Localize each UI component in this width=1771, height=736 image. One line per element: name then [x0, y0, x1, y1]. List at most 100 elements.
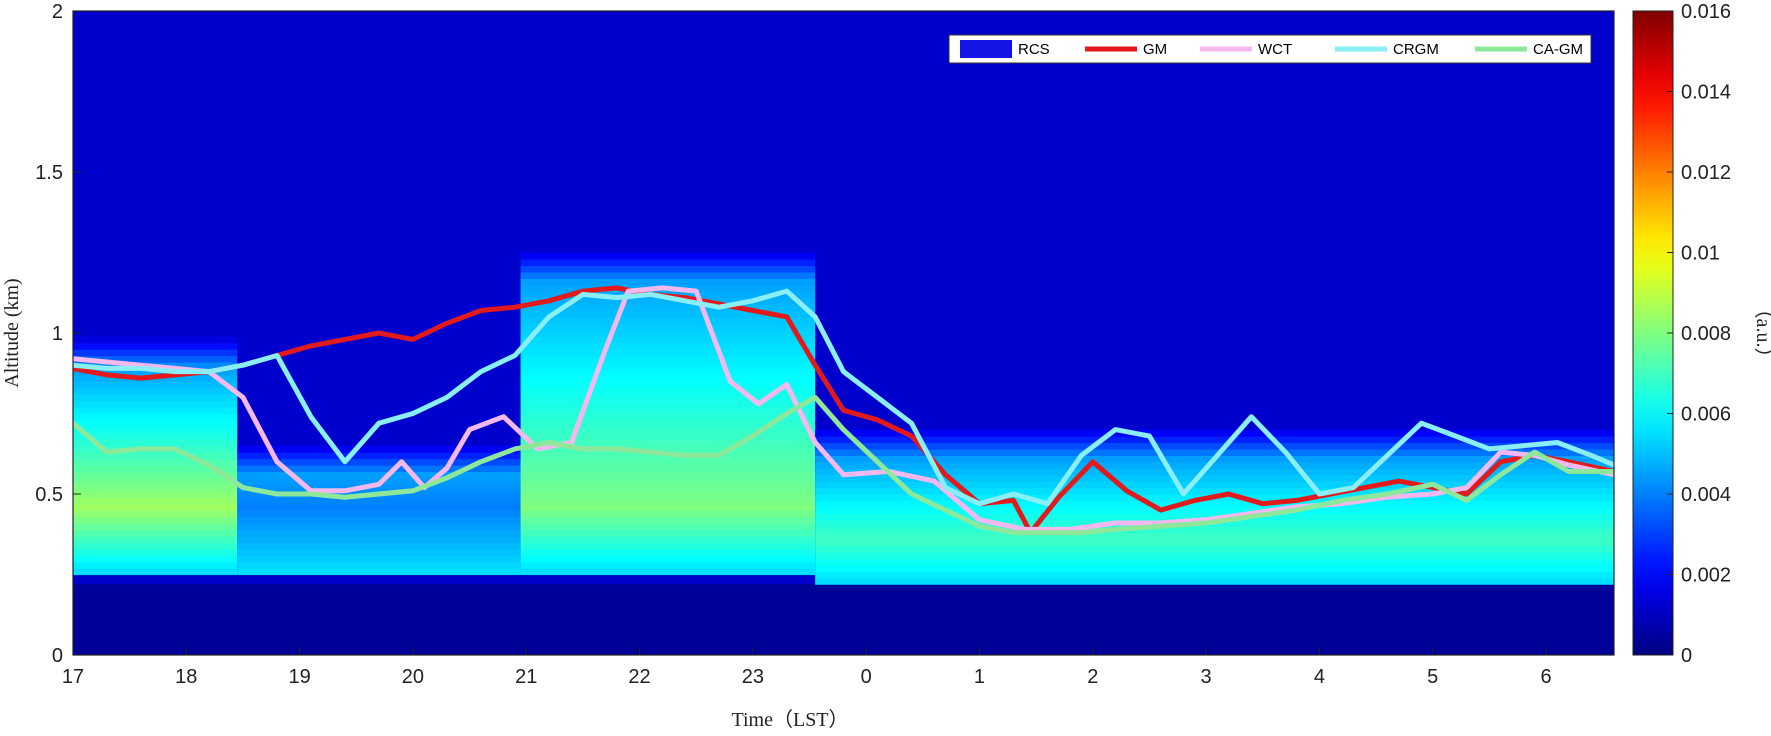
- y-axis: 0 0.5 1 1.5 2: [35, 1, 81, 667]
- rcs-cell: [520, 304, 816, 312]
- rcs-cell: [237, 522, 521, 531]
- rcs-cell: [237, 471, 521, 479]
- rcs-cell: [815, 558, 1614, 566]
- rcs-cell: [73, 439, 238, 447]
- colorbar-tick-label: 0.002: [1681, 565, 1731, 587]
- rcs-cell: [520, 387, 816, 395]
- rcs-cell: [73, 510, 238, 518]
- rcs-cell: [815, 532, 1614, 540]
- rcs-cell: [520, 439, 816, 447]
- rcs-cell: [73, 407, 238, 415]
- rcs-cell: [815, 448, 1614, 456]
- rcs-cell: [815, 577, 1614, 585]
- rcs-cell: [73, 542, 238, 550]
- rcs-cell: [73, 561, 238, 569]
- rcs-cell: [815, 436, 1614, 444]
- rcs-cell: [520, 568, 816, 576]
- rcs-cell: [73, 535, 238, 543]
- legend: RCS GM WCT CRGM CA-GM: [948, 34, 1592, 64]
- rcs-cell: [73, 484, 238, 492]
- rcs-cell: [237, 516, 521, 524]
- rcs-cell: [237, 510, 521, 518]
- rcs-cell: [520, 329, 816, 337]
- x-tick-label: 21: [515, 666, 537, 688]
- rcs-cell: [520, 529, 816, 537]
- rcs-near-ground: [73, 584, 1614, 655]
- legend-label: GM: [1143, 41, 1167, 58]
- rcs-cell: [815, 429, 1614, 437]
- x-tick-label: 22: [628, 666, 650, 688]
- rcs-cell: [73, 432, 238, 440]
- rcs-cell: [73, 477, 238, 485]
- rcs-cell: [73, 503, 238, 511]
- rcs-cell: [520, 477, 816, 485]
- rcs-cell: [237, 548, 521, 556]
- rcs-cell: [73, 419, 238, 427]
- rcs-cell: [815, 545, 1614, 553]
- rcs-cell: [520, 400, 816, 408]
- rcs-cell: [520, 426, 816, 434]
- rcs-cell: [73, 349, 238, 357]
- rcs-cell: [520, 394, 816, 402]
- rcs-cell: [520, 522, 816, 531]
- rcs-cell: [520, 542, 816, 550]
- colorbar-ticks: 0 0.002 0.004 0.006 0.008 0.01 0.012 0.014 0.016: [1667, 1, 1731, 667]
- rcs-cell: [237, 542, 521, 550]
- legend-label: RCS: [1018, 41, 1050, 58]
- colorbar-tick-label: 0.012: [1681, 162, 1731, 184]
- rcs-cell: [73, 568, 238, 576]
- rcs-cell: [73, 497, 238, 505]
- rcs-cell: [73, 355, 238, 363]
- rcs-cell: [73, 555, 238, 563]
- rcs-cell: [520, 503, 816, 511]
- rcs-cell: [520, 458, 816, 466]
- rcs-cell: [520, 258, 816, 266]
- rcs-cell: [520, 368, 816, 376]
- rcs-cell: [73, 522, 238, 531]
- rcs-cell: [520, 374, 816, 382]
- rcs-cell: [520, 548, 816, 556]
- rcs-cell: [520, 535, 816, 543]
- y-tick-label: 2: [52, 1, 63, 23]
- rcs-cell: [520, 490, 816, 498]
- rcs-cell: [815, 571, 1614, 579]
- rcs-cell: [73, 465, 238, 473]
- rcs-cell: [815, 461, 1614, 469]
- rcs-cell: [73, 336, 238, 344]
- y-tick-label: 1.5: [35, 162, 63, 184]
- rcs-cell: [520, 310, 816, 318]
- x-tick-label: 0: [861, 666, 872, 688]
- legend-label: CA-GM: [1533, 41, 1583, 58]
- colorbar-tick-label: 0.016: [1681, 1, 1731, 23]
- rcs-cell: [73, 452, 238, 460]
- x-tick-label: 4: [1314, 666, 1325, 688]
- y-tick-label: 0.5: [35, 484, 63, 506]
- rcs-cell: [73, 516, 238, 524]
- rcs-cell: [815, 539, 1614, 547]
- rcs-cell: [73, 490, 238, 498]
- colorbar-label: （a.u.）: [1752, 299, 1771, 368]
- colorbar-bar: [1632, 10, 1674, 656]
- rcs-cell: [520, 497, 816, 505]
- legend-swatch-rcs: [960, 40, 1012, 58]
- rcs-cell: [815, 442, 1614, 450]
- x-axis-label: Time（LST）: [731, 708, 848, 731]
- rcs-cell: [73, 381, 238, 389]
- rcs-cell: [237, 503, 521, 511]
- rcs-cell: [73, 458, 238, 466]
- rcs-cell: [520, 471, 816, 479]
- colorbar: 0 0.002 0.004 0.006 0.008 0.01 0.012 0.014 0.016…: [1632, 1, 1771, 667]
- rcs-cell: [237, 535, 521, 543]
- colorbar-tick-label: 0.01: [1681, 243, 1720, 265]
- rcs-cell: [520, 349, 816, 357]
- rcs-cell: [237, 561, 521, 569]
- rcs-cell: [73, 387, 238, 395]
- legend-label: WCT: [1258, 41, 1292, 58]
- rcs-cell: [237, 555, 521, 563]
- rcs-cell: [520, 342, 816, 350]
- rcs-cell: [237, 497, 521, 505]
- x-tick-label: 6: [1540, 666, 1551, 688]
- rcs-cell: [520, 510, 816, 518]
- rcs-cell: [237, 465, 521, 473]
